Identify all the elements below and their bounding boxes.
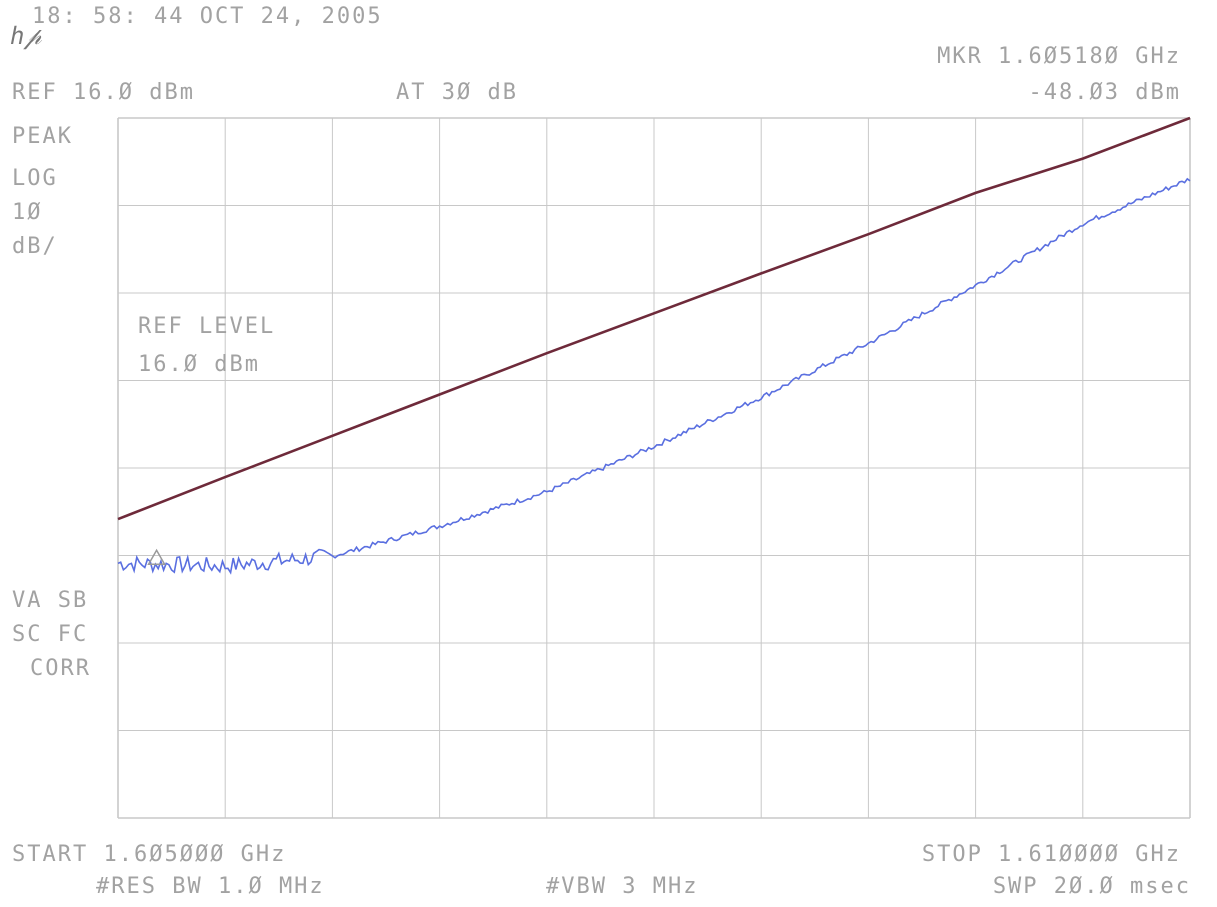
- resolution-bandwidth: #RES BW 1.Ø MHz: [96, 874, 325, 899]
- scale-value: 1Ø: [12, 200, 43, 225]
- scale-unit: dB/: [12, 234, 58, 259]
- ref-level-label: REF LEVEL: [138, 314, 276, 339]
- timestamp: 18: 58: 44 OCT 24, 2005: [32, 4, 383, 29]
- marker-icon: [147, 548, 166, 565]
- trace-lower-line: [117, 177, 1191, 575]
- annotation-sc-fc: SC FC: [12, 622, 89, 647]
- stop-frequency: STOP 1.61ØØØØ GHz: [921, 842, 1181, 867]
- annotation-va-sb: VA SB: [12, 588, 89, 613]
- scale-type: LOG: [12, 166, 58, 191]
- detector-mode: PEAK: [12, 124, 73, 149]
- reference-level: REF 16.Ø dBm: [12, 80, 195, 105]
- video-bandwidth: #VBW 3 MHz: [546, 874, 699, 899]
- hp-logo-icon: ℎ𝓅: [10, 22, 42, 50]
- trace-upper-line: [117, 116, 1191, 521]
- annotation-corr: CORR: [30, 656, 91, 681]
- ref-level-value: 16.Ø dBm: [138, 352, 260, 377]
- attenuation: AT 3Ø dB: [396, 80, 518, 105]
- marker-frequency: MKR 1.6Ø518Ø GHz: [937, 44, 1181, 69]
- marker-level: -48.Ø3 dBm: [1028, 80, 1181, 105]
- start-frequency: START 1.6Ø5ØØØ GHz: [12, 842, 287, 867]
- sweep-time: SWP 2Ø.Ø msec: [992, 874, 1191, 899]
